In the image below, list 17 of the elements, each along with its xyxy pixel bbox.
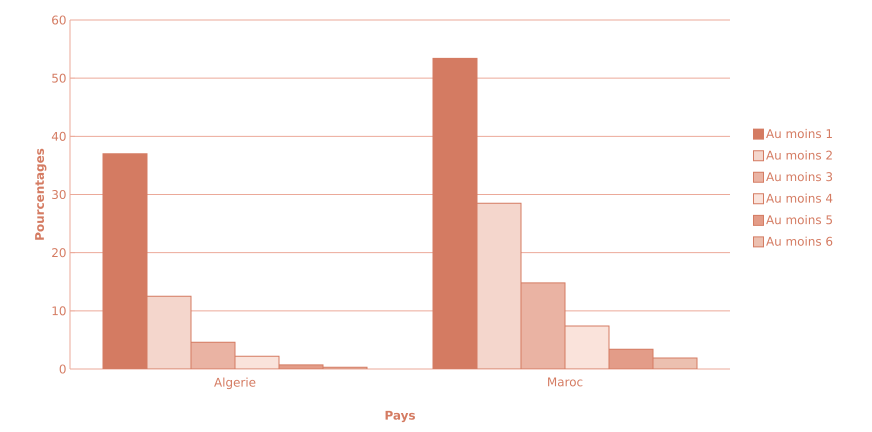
legend-label: Au moins 5 xyxy=(766,215,832,224)
x-tick-label: Maroc xyxy=(548,378,582,386)
y-tick-label: 50 xyxy=(52,74,66,83)
legend-label: Au moins 1 xyxy=(766,128,832,138)
y-tick-label: 0 xyxy=(60,364,66,374)
y-tick-label: 30 xyxy=(52,190,66,200)
legend-label: Au moins 6 xyxy=(766,236,832,246)
y-tick-label: 10 xyxy=(52,306,66,316)
y-axis-title: Pourcentages xyxy=(35,148,46,240)
legend-label: Au moins 3 xyxy=(766,172,832,182)
y-tick-label: 40 xyxy=(52,132,66,141)
legend-label: Au moins 2 xyxy=(766,150,832,160)
legend-label: Au moins 4 xyxy=(766,194,832,203)
x-axis-title: Pays xyxy=(386,410,415,422)
y-tick-label: 20 xyxy=(52,248,66,258)
y-tick-label: 60 xyxy=(52,15,66,25)
x-tick-label: Algerie xyxy=(214,378,256,390)
